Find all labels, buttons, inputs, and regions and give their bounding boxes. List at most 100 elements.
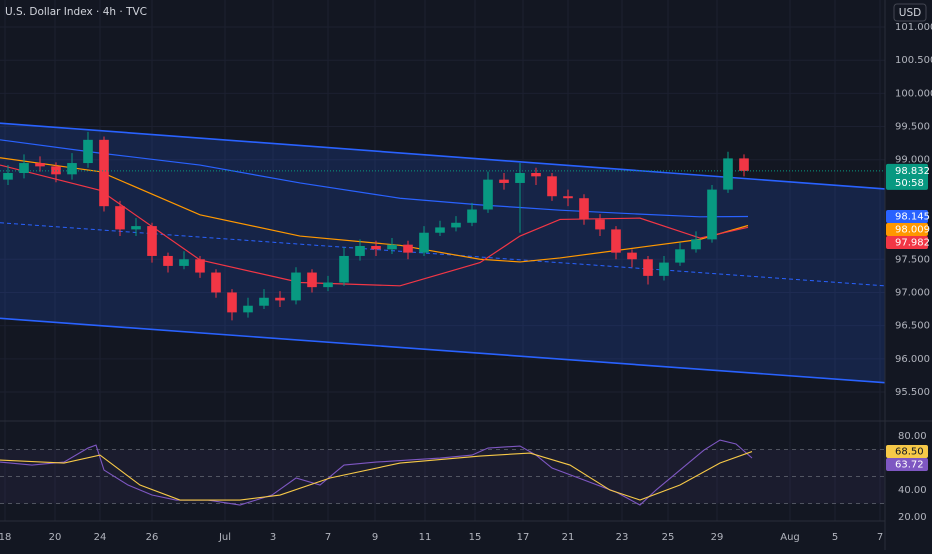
last-price-label: 98.832 [895,166,930,177]
y-tick-label: 97.000 [895,287,930,298]
rsi-value-label: 63.72 [895,460,924,471]
candle-body [355,246,365,256]
candle-body [451,222,461,228]
x-tick-label: 25 [662,532,675,543]
candle-body [467,209,477,223]
x-tick-label: 17 [517,532,530,543]
background-layer [0,0,885,521]
bar-countdown: 50:58 [895,178,924,189]
y-tick-label: 99.500 [895,122,930,133]
rsi-value-tag [886,458,928,472]
x-tick-label: 20 [49,532,62,543]
currency-label[interactable]: USD [899,7,921,19]
x-tick-label: 3 [270,532,276,543]
rsi-tick-label: 20.00 [898,512,927,523]
channel-upper-line [0,122,886,190]
candle-body [323,282,333,288]
price-tag [886,209,928,223]
x-tick-label: 11 [419,532,432,543]
candle-body [99,139,109,207]
x-tick-label: 24 [94,532,107,543]
candle-body [35,163,45,167]
candle-body [307,272,317,288]
candle-body [499,179,509,183]
y-tick-label: 100.000 [895,88,932,99]
x-tick-label: Jul [218,532,231,543]
y-tick-label: 96.000 [895,354,930,365]
x-tick-label: 15 [469,532,482,543]
y-tick-label: 97.500 [895,254,930,265]
rsi-tick-label: 40.00 [898,485,927,496]
x-tick-label: Aug [780,532,800,543]
currency-button[interactable] [893,3,927,22]
axes: 18 20 24 26 Jul 3 7 9 11 15 17 21 23 25 29 Aug 5 7 101.000… [0,22,932,543]
candle-body [595,219,605,230]
x-tick-label: 7 [325,532,331,543]
candle-body [691,239,701,250]
price-tag-label: 97.982 [895,237,930,248]
candle-body [707,189,717,240]
rsi-tick-label: 80.00 [898,431,927,442]
candle-body [563,196,573,199]
x-tick-label: 5 [832,532,838,543]
candle-body [627,252,637,260]
rsi-pane [0,439,885,506]
rsi-line [0,439,753,506]
candle-body [659,262,669,276]
y-tick-label: 101.000 [895,22,932,33]
candle-body [339,255,349,283]
candle-body [579,198,589,220]
candle-body [227,292,237,313]
x-tick-label: 21 [562,532,575,543]
candle-body [419,232,429,253]
candle-body [739,158,749,171]
candle-body [531,173,541,177]
candle-body [259,297,269,306]
price-tag [886,235,928,249]
moving-average-line [0,157,749,263]
price-tag-label: 98.145 [895,211,930,222]
channel-lower-line [0,317,886,384]
candle-body [163,255,173,266]
symbol-title: U.S. Dollar Index · 4h · TVC [5,6,147,18]
candle-body [547,176,557,197]
price-tag [886,222,928,236]
x-tick-label: 9 [372,532,378,543]
rsi-value-tag [886,445,928,459]
candle-body [675,249,685,263]
candle-body [723,158,733,190]
price-tag-label: 98.009 [895,224,930,235]
candle-body [515,173,525,183]
candle-body [211,272,221,293]
y-tick-label: 100.500 [895,55,932,66]
candle-body [243,305,253,313]
candle-body [435,227,445,233]
candle-body [115,206,125,230]
candle-body [147,226,157,256]
main-pane [0,122,886,384]
candle-body [19,163,29,174]
rsi-value-label: 68.50 [895,447,924,458]
candle-body [275,297,285,301]
candle-body [195,259,205,273]
x-tick-label: 23 [616,532,629,543]
candle-body [291,272,301,301]
last-price-tag [886,163,928,190]
y-tick-label: 99.000 [895,155,930,166]
candle-body [371,246,381,250]
candle-body [179,259,189,266]
y-tick-label: 95.500 [895,387,930,398]
x-tick-label: 7 [877,532,883,543]
candle-body [387,244,397,250]
rsi-line [0,451,753,501]
candle-body [131,226,141,230]
x-tick-label: 26 [146,532,159,543]
candle-body [83,139,93,164]
moving-average-line [0,164,749,287]
candle-body [67,163,77,175]
candle-body [3,173,13,180]
y-tick-label: 96.500 [895,321,930,332]
candle-body [51,166,61,175]
